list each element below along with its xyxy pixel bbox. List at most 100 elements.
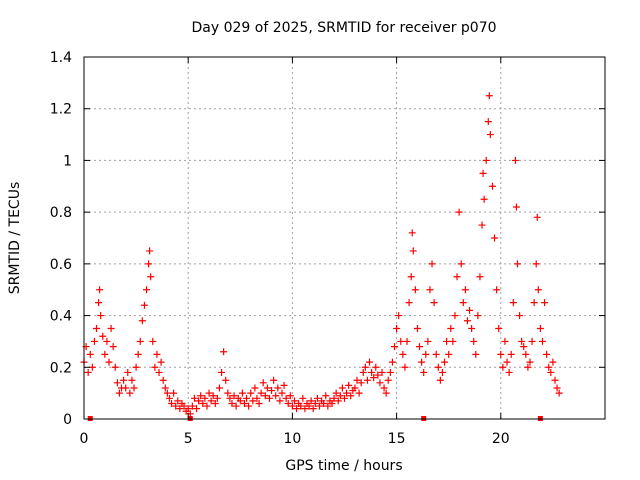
data-point xyxy=(391,343,399,351)
axis-ticks: 0 5 10 15 20 0 0.2 0.4 0.6 0.8 1 1.2 1.4 xyxy=(50,50,605,447)
data-point xyxy=(401,363,409,371)
data-point xyxy=(238,389,246,397)
data-point xyxy=(109,343,117,351)
data-point xyxy=(534,286,542,294)
x-tick-label: 10 xyxy=(283,431,301,447)
data-point xyxy=(472,350,480,358)
data-point xyxy=(495,325,503,332)
data-point xyxy=(328,399,336,407)
data-point xyxy=(388,358,396,366)
data-point xyxy=(245,402,253,410)
data-point xyxy=(370,374,378,382)
data-point xyxy=(509,299,517,307)
data-point xyxy=(324,402,332,410)
data-point xyxy=(488,182,496,190)
y-tick-label: 1.4 xyxy=(50,50,72,66)
data-point xyxy=(403,337,411,345)
x-axis-label: GPS time / hours xyxy=(285,458,402,474)
data-point xyxy=(122,384,130,392)
data-point xyxy=(384,376,392,384)
y-tick-label: 0.6 xyxy=(50,257,72,273)
y-tick-label: 1 xyxy=(63,153,72,169)
data-point xyxy=(526,358,534,366)
data-point xyxy=(338,384,346,392)
data-point xyxy=(172,402,180,410)
data-point xyxy=(512,203,520,211)
data-point xyxy=(284,399,292,407)
data-point xyxy=(115,389,123,397)
data-point xyxy=(111,363,119,371)
data-point xyxy=(334,397,342,405)
data-point xyxy=(290,397,298,405)
data-point xyxy=(168,399,176,407)
data-point xyxy=(351,384,359,392)
data-point xyxy=(249,397,257,405)
y-tick-label: 0 xyxy=(63,412,72,428)
data-point xyxy=(343,389,351,397)
data-point xyxy=(288,402,296,410)
data-point xyxy=(251,384,259,392)
data-point xyxy=(247,389,255,397)
data-point xyxy=(372,363,380,371)
data-point xyxy=(491,234,499,242)
data-point xyxy=(541,299,549,307)
data-point xyxy=(518,337,526,345)
data-point xyxy=(126,389,134,397)
data-point xyxy=(163,389,171,397)
data-point xyxy=(499,363,507,371)
data-point xyxy=(353,376,361,384)
data-point xyxy=(243,394,251,402)
data-point xyxy=(366,358,374,366)
data-point xyxy=(93,325,101,332)
data-point xyxy=(218,368,226,376)
data-point xyxy=(420,368,428,376)
data-point xyxy=(332,389,340,397)
data-point xyxy=(501,337,509,345)
data-point xyxy=(282,394,290,402)
data-point xyxy=(107,325,115,332)
data-point xyxy=(451,312,459,320)
data-points xyxy=(80,92,563,418)
data-point xyxy=(184,405,192,413)
data-point xyxy=(478,221,486,229)
data-point xyxy=(315,402,323,410)
data-point xyxy=(486,131,494,139)
data-point xyxy=(547,368,555,376)
data-point xyxy=(128,376,136,384)
data-point xyxy=(363,376,371,384)
data-point xyxy=(374,371,382,379)
data-point xyxy=(213,394,221,402)
data-point xyxy=(378,368,386,376)
data-point xyxy=(436,376,444,384)
data-point xyxy=(199,399,207,407)
data-point xyxy=(484,118,492,126)
data-point xyxy=(482,156,490,164)
data-point xyxy=(357,379,365,387)
data-point xyxy=(545,363,553,371)
data-point xyxy=(190,394,198,402)
data-point xyxy=(432,350,440,358)
data-point xyxy=(524,363,532,371)
data-point xyxy=(220,348,228,356)
data-point xyxy=(393,325,401,332)
data-point xyxy=(424,337,432,345)
data-point xyxy=(265,394,273,402)
data-point xyxy=(553,384,561,392)
data-point xyxy=(361,363,369,371)
data-point xyxy=(466,306,474,314)
data-point xyxy=(209,392,217,400)
data-point xyxy=(157,358,165,366)
data-point xyxy=(422,350,430,358)
data-point xyxy=(276,397,284,405)
data-point xyxy=(211,399,219,407)
data-point xyxy=(549,358,557,366)
data-point xyxy=(299,394,307,402)
data-point xyxy=(516,312,524,320)
data-point xyxy=(161,384,169,392)
data-point xyxy=(99,332,107,340)
data-point xyxy=(222,376,230,384)
data-point xyxy=(165,394,173,402)
y-tick-label: 0.4 xyxy=(50,309,72,325)
data-point xyxy=(253,394,261,402)
